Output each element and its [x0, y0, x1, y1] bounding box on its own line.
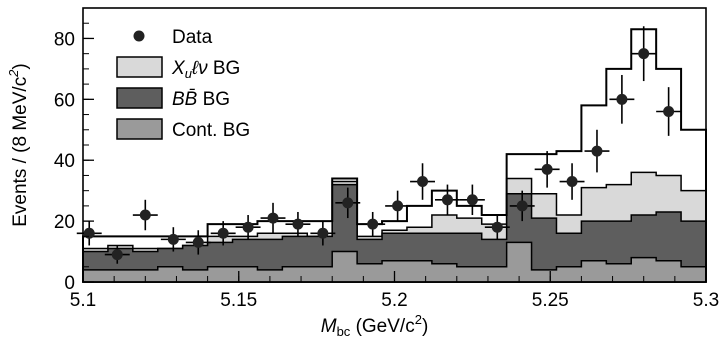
data-point — [235, 215, 261, 240]
data-point — [656, 87, 682, 136]
x-tick-label: 5.25 — [532, 290, 569, 311]
y-tick-label: 60 — [54, 90, 75, 111]
data-point — [509, 190, 535, 222]
data-marker — [591, 145, 603, 157]
legend-swatch-cont — [116, 118, 163, 140]
legend-swatch-bb — [116, 87, 163, 109]
legend-label-bb: BB̄ BG — [172, 89, 230, 110]
y-tick-label: 0 — [64, 273, 75, 294]
y-tick-label: 20 — [54, 212, 75, 233]
legend-label-xulnu: Xuℓν BG — [171, 58, 240, 81]
data-marker — [217, 227, 229, 239]
data-marker — [317, 227, 329, 239]
x-tick-label: 5.3 — [693, 290, 719, 311]
data-point — [484, 215, 510, 240]
data-marker — [441, 194, 453, 206]
legend-swatch-xulnu — [116, 56, 163, 78]
data-marker — [167, 233, 179, 245]
axes: 5.1 5.15 5.2 5.25 5.3 0 20 40 60 80 Mbc (GeV/c2) Ev… — [6, 7, 719, 337]
data-marker — [192, 236, 204, 248]
data-point — [160, 227, 186, 252]
legend-data-marker — [133, 30, 145, 42]
data-marker — [638, 48, 650, 60]
data-point — [335, 187, 361, 219]
data-marker — [616, 93, 628, 105]
legend-item-xulnu: Xuℓν BG — [116, 56, 240, 81]
data-point — [385, 190, 411, 222]
x-tick-label: 5.15 — [220, 290, 257, 311]
bb-bg-area — [82, 183, 707, 283]
data-marker — [139, 209, 151, 221]
legend-label-data: Data — [172, 27, 213, 48]
legend: Data Xuℓν BG BB̄ BG Cont. BG — [116, 27, 250, 141]
data-point — [559, 163, 585, 200]
data-marker — [417, 176, 429, 188]
data-point — [210, 221, 236, 246]
data-point — [132, 199, 158, 231]
data-point — [260, 202, 286, 234]
legend-item-bb: BB̄ BG — [116, 87, 230, 110]
data-point — [76, 221, 102, 246]
data-marker — [566, 176, 578, 188]
data-point — [584, 129, 610, 173]
data-marker — [111, 249, 123, 261]
data-marker — [242, 221, 254, 233]
x-tick-label: 5.1 — [70, 290, 96, 311]
data-point — [459, 184, 485, 216]
data-point — [534, 151, 560, 188]
y-tick-label: 80 — [54, 29, 75, 50]
data-point — [609, 74, 635, 124]
data-marker — [267, 212, 279, 224]
x-axis-label: Mbc (GeV/c2) — [321, 312, 429, 337]
legend-item-cont: Cont. BG — [116, 118, 250, 141]
data-point — [434, 184, 460, 216]
data-marker — [342, 197, 354, 209]
data-marker — [491, 221, 503, 233]
data-marker — [367, 218, 379, 230]
data-marker — [292, 218, 304, 230]
data-marker — [392, 200, 404, 212]
legend-label-cont: Cont. BG — [172, 120, 250, 141]
data-marker — [663, 106, 675, 118]
data-point — [360, 211, 386, 237]
total-mc-outline — [82, 28, 707, 282]
data-point — [104, 245, 130, 264]
legend-item-data: Data — [133, 27, 213, 48]
data-point — [185, 230, 211, 255]
data-point — [631, 26, 657, 82]
data-marker — [516, 200, 528, 212]
data-point — [310, 221, 336, 246]
x-tick-label: 5.2 — [381, 290, 407, 311]
data-marker — [83, 227, 95, 239]
y-axis-label: Events / (8 MeV/c2) — [6, 63, 31, 227]
data-marker — [541, 163, 553, 175]
data-marker — [466, 194, 478, 206]
data-point — [410, 163, 435, 200]
y-tick-label: 40 — [54, 151, 75, 172]
data-point — [285, 211, 311, 237]
